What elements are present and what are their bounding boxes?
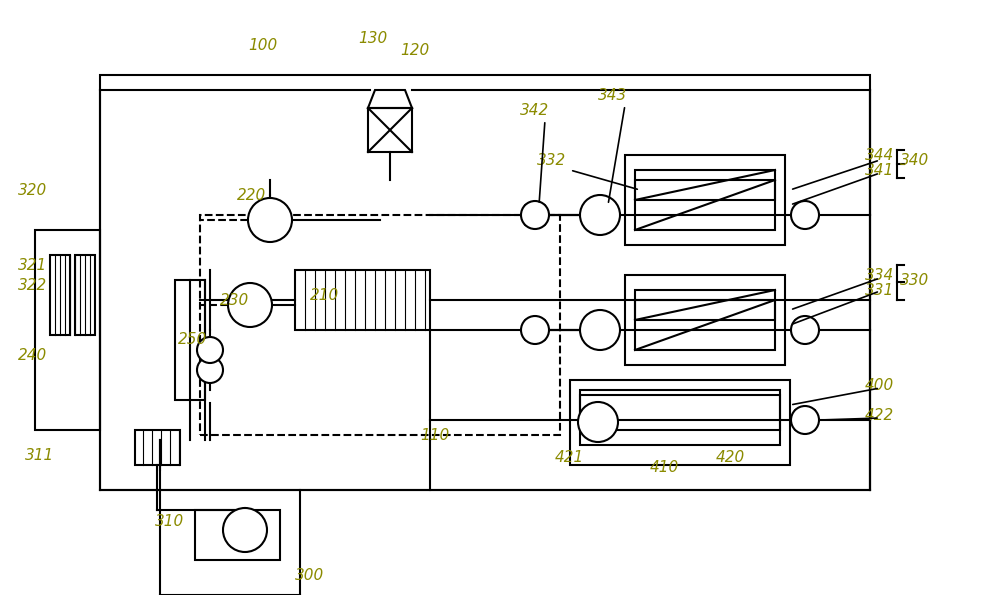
Text: 410: 410 (650, 461, 679, 475)
Text: 130: 130 (358, 30, 387, 45)
Circle shape (578, 402, 618, 442)
Text: 343: 343 (598, 87, 627, 102)
Text: 420: 420 (716, 450, 745, 465)
Bar (368, 108, 412, 152)
Text: 100: 100 (248, 37, 277, 52)
Text: 110: 110 (420, 427, 449, 443)
Bar (50, 255, 70, 335)
Text: 334: 334 (865, 268, 894, 283)
Text: 210: 210 (310, 287, 339, 302)
Circle shape (580, 310, 620, 350)
Bar (100, 75, 870, 490)
Text: 250: 250 (178, 333, 207, 347)
Bar (635, 300, 775, 350)
Bar (175, 280, 205, 400)
Circle shape (223, 508, 267, 552)
Bar (635, 290, 775, 320)
Bar (580, 395, 780, 430)
Bar (580, 390, 780, 445)
Text: 300: 300 (295, 568, 324, 583)
Bar (635, 170, 775, 200)
Circle shape (248, 198, 292, 242)
Text: 340: 340 (900, 152, 929, 168)
Text: 240: 240 (18, 347, 47, 362)
Text: 331: 331 (865, 283, 894, 298)
Circle shape (791, 406, 819, 434)
Text: 342: 342 (520, 102, 549, 117)
Text: 421: 421 (555, 450, 584, 465)
Bar (570, 380, 790, 465)
Bar (195, 510, 280, 560)
Circle shape (521, 316, 549, 344)
Circle shape (791, 316, 819, 344)
Circle shape (197, 357, 223, 383)
Text: 310: 310 (155, 515, 184, 530)
Bar (625, 275, 785, 365)
Circle shape (197, 337, 223, 363)
Circle shape (791, 201, 819, 229)
Circle shape (521, 201, 549, 229)
Bar (625, 155, 785, 245)
Text: 120: 120 (400, 42, 429, 58)
Text: 341: 341 (865, 162, 894, 177)
Text: 321: 321 (18, 258, 47, 273)
Text: 422: 422 (865, 408, 894, 422)
Text: 311: 311 (25, 447, 54, 462)
Bar (35, 230, 100, 430)
Text: 230: 230 (220, 293, 249, 308)
Bar (635, 180, 775, 230)
Text: 220: 220 (237, 187, 266, 202)
Circle shape (228, 283, 272, 327)
Text: 332: 332 (537, 152, 566, 168)
Text: 344: 344 (865, 148, 894, 162)
Circle shape (580, 195, 620, 235)
Text: 400: 400 (865, 377, 894, 393)
Bar (135, 430, 180, 465)
Bar (295, 270, 430, 330)
Text: 330: 330 (900, 273, 929, 287)
Text: 320: 320 (18, 183, 47, 198)
Bar (200, 215, 560, 435)
Text: 322: 322 (18, 277, 47, 293)
Bar (75, 255, 95, 335)
